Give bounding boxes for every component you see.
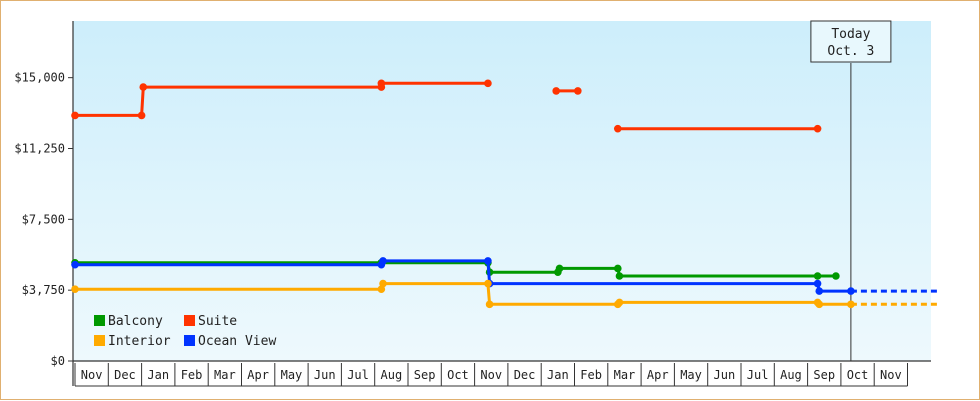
x-tick-label: Oct [447,368,469,382]
legend: Balcony Suite Interior Ocean View [94,314,276,349]
y-tick-label: $7,500 [22,212,65,226]
data-point [813,124,822,133]
data-point [847,287,855,295]
data-point [555,264,564,273]
x-tick-label: Apr [647,368,669,382]
data-point [552,87,560,95]
x-tick-label: Aug [780,368,802,382]
x-axis: Nov Dec Jan Feb Mar Apr May Jun Jul Aug Sep Oct Nov D… [73,360,931,387]
y-tick-label: $15,000 [14,71,65,85]
y-tick-label: $0 [51,354,65,368]
today-date: Oct. 3 [827,44,874,59]
legend-swatch [184,315,195,326]
data-point [484,279,492,288]
data-point [71,111,79,120]
data-point [847,300,855,309]
x-tick-label: Dec [514,368,536,382]
data-point [815,287,824,295]
x-tick-label: Jun [314,368,336,382]
x-tick-label: Dec [114,368,136,382]
legend-swatch [184,335,195,346]
x-tick-label: Jan [547,368,569,382]
x-tick-label: Jul [347,368,369,382]
today-label: Today [831,27,870,42]
data-point [484,257,492,265]
x-tick-label: Sep [414,368,436,382]
x-tick-label: Nov [880,368,902,382]
legend-swatch [94,315,105,326]
data-point [815,300,824,309]
x-tick-label: Nov [81,368,103,382]
legend-label: Ocean View [198,334,276,349]
legend-entry: Interior [94,334,171,349]
today-box [810,20,892,63]
data-point [813,279,822,288]
x-tick-label: Feb [580,368,602,382]
y-axis: $0 $3,750 $7,500 $11,250 $15,000 [14,21,74,386]
legend-label: Interior [108,334,171,349]
x-tick-label: Sep [813,368,835,382]
data-point [377,79,386,88]
x-tick-label: May [281,368,303,382]
legend-swatch [94,335,105,346]
data-point [813,272,822,280]
series-suite [71,79,822,133]
legend-label: Balcony [108,314,163,329]
data-point [71,285,79,294]
x-tick-label: Feb [181,368,203,382]
data-point [484,79,492,88]
data-point [574,87,582,95]
x-tick-label: May [680,368,702,382]
data-point [71,260,79,269]
data-point [485,300,494,309]
x-tick-label: Jun [714,368,736,382]
x-tick-label: Jul [747,368,769,382]
x-tick-label: Oct [847,368,869,382]
legend-entry: Suite [184,314,237,329]
x-tick-label: Mar [214,368,236,382]
legend-entry: Ocean View [184,334,276,349]
x-tick-label: Mar [614,368,636,382]
data-point [137,111,146,120]
data-point [615,298,624,307]
series-line [75,81,488,117]
today-marker: Today Oct. 3 [810,20,892,361]
legend-entry: Balcony [94,314,163,329]
plot-area [73,21,931,361]
x-tick-label: Nov [480,368,502,382]
data-point [139,83,148,91]
data-point [379,257,387,265]
series-interior [71,279,938,309]
y-tick-label: $3,750 [22,283,65,297]
y-tick-label: $11,250 [14,142,65,156]
series-ocean-view [71,257,938,295]
data-point [613,124,622,133]
x-tick-label: Jan [147,368,169,382]
series-lines [71,79,938,309]
x-tick-label: Aug [381,368,403,382]
x-tick-label: Apr [247,368,269,382]
data-point [832,272,840,280]
data-point [379,279,387,288]
legend-label: Suite [198,314,237,329]
data-point [615,272,624,280]
data-point [613,264,622,273]
